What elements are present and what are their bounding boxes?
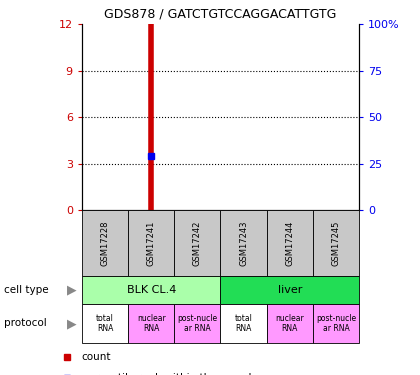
Text: post-nucle
ar RNA: post-nucle ar RNA	[316, 314, 356, 333]
Text: cell type: cell type	[4, 285, 49, 295]
Text: GSM17241: GSM17241	[147, 220, 156, 266]
Bar	[267, 304, 313, 343]
Text: post-nucle
ar RNA: post-nucle ar RNA	[177, 314, 218, 333]
Text: BLK CL.4: BLK CL.4	[126, 285, 176, 295]
Text: GSM17245: GSM17245	[331, 220, 341, 266]
Bar	[82, 304, 128, 343]
Bar	[313, 304, 359, 343]
Text: percentile rank within the sample: percentile rank within the sample	[82, 373, 257, 375]
Text: GSM17228: GSM17228	[100, 220, 110, 266]
Text: nuclear
RNA: nuclear RNA	[276, 314, 304, 333]
Bar	[128, 210, 174, 276]
Text: liver: liver	[278, 285, 302, 295]
Bar	[82, 276, 220, 304]
Bar	[82, 210, 128, 276]
Bar	[128, 304, 174, 343]
Bar	[267, 210, 313, 276]
Text: count: count	[82, 352, 111, 362]
Text: ▶: ▶	[67, 317, 76, 330]
Bar	[174, 304, 220, 343]
Text: GSM17243: GSM17243	[239, 220, 248, 266]
Text: ▶: ▶	[67, 283, 76, 296]
Text: protocol: protocol	[4, 318, 47, 328]
Text: GSM17242: GSM17242	[193, 220, 202, 266]
Text: total
RNA: total RNA	[96, 314, 114, 333]
Bar	[313, 210, 359, 276]
Bar	[220, 210, 267, 276]
Bar	[220, 276, 359, 304]
Text: total
RNA: total RNA	[235, 314, 252, 333]
Title: GDS878 / GATCTGTCCAGGACATTGTG: GDS878 / GATCTGTCCAGGACATTGTG	[104, 8, 337, 20]
Text: nuclear
RNA: nuclear RNA	[137, 314, 165, 333]
Text: GSM17244: GSM17244	[285, 220, 294, 266]
Bar	[174, 210, 220, 276]
Bar	[220, 304, 267, 343]
